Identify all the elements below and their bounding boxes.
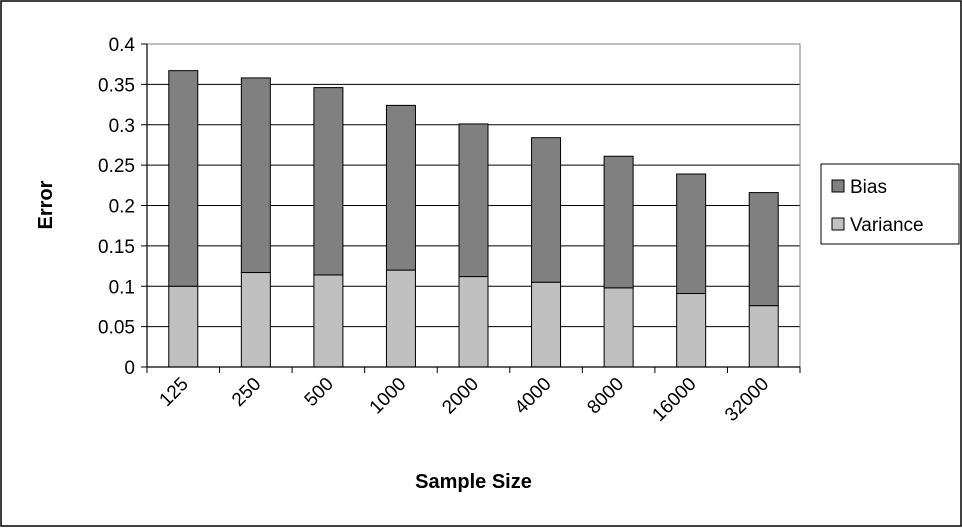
bar-variance-2000	[458, 276, 489, 368]
y-tick-label: 0.15	[98, 237, 135, 258]
bar-variance-125	[168, 285, 199, 368]
axes	[141, 43, 801, 373]
y-tick-label: 0.3	[109, 116, 135, 137]
y-axis-title: Error	[35, 180, 57, 229]
bar-bias-250	[240, 77, 271, 274]
bar-bias-8000	[603, 155, 634, 289]
bar-bias-1000	[385, 104, 416, 271]
bar-bias-16000	[676, 173, 707, 295]
x-axis-title: Sample Size	[415, 471, 532, 493]
y-tick-labels: 0 0.05 0.1 0.15 0.2 0.25 0.3 0.35 0.4	[98, 35, 135, 379]
y-tick-label: 0	[124, 358, 135, 379]
y-tick-label: 0.25	[98, 156, 135, 177]
legend: Bias Variance	[820, 163, 960, 245]
y-tick-label: 0.4	[109, 35, 136, 56]
bar-variance-500	[313, 274, 344, 368]
legend-label-bias: Bias	[850, 177, 887, 198]
bar-variance-32000	[748, 305, 779, 368]
bar-bias-500	[313, 87, 344, 276]
y-tick-label: 0.35	[98, 75, 135, 96]
bar-variance-8000	[603, 287, 634, 368]
bar-bias-125	[168, 70, 199, 287]
bars	[168, 70, 779, 368]
bar-variance-1000	[385, 269, 416, 368]
y-tick-label: 0.05	[98, 318, 135, 339]
legend-swatch-variance	[831, 217, 845, 231]
bar-variance-4000	[531, 281, 562, 368]
bar-bias-2000	[458, 123, 489, 278]
y-tick-label: 0.2	[109, 197, 135, 218]
legend-box	[820, 163, 960, 245]
bar-variance-250	[240, 272, 271, 368]
y-tick-label: 0.1	[109, 277, 135, 298]
bar-bias-32000	[748, 192, 779, 307]
legend-swatch-bias	[831, 179, 845, 193]
legend-label-variance: Variance	[850, 215, 924, 236]
bar-bias-4000	[531, 137, 562, 283]
bar-variance-16000	[676, 293, 707, 368]
